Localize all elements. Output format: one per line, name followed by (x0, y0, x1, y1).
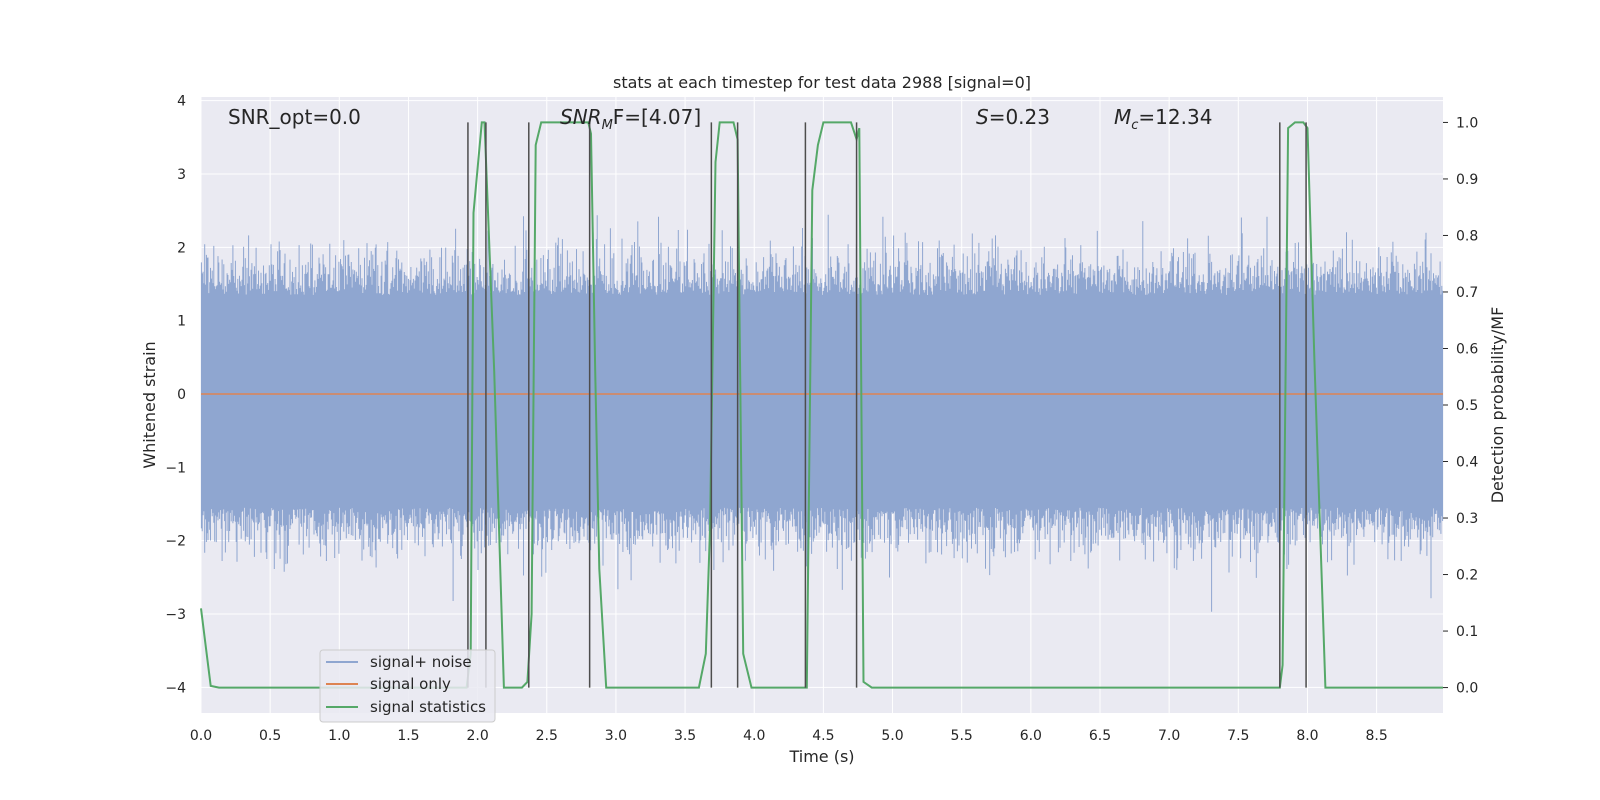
y-right-tick-label: 0.2 (1456, 568, 1478, 584)
snr-mf-tail: F=[4.07] (613, 105, 701, 129)
s-value: =0.23 (989, 105, 1050, 129)
y-left-tick-label: 2 (177, 240, 186, 256)
snr-mf-base: SNR (560, 105, 602, 129)
x-tick-label: 7.0 (1158, 728, 1180, 744)
snr-mf-sub: M (602, 118, 613, 133)
x-axis-label: Time (s) (788, 747, 854, 766)
x-tick-label: 6.0 (1020, 728, 1042, 744)
y-right-tick-label: 0.4 (1456, 455, 1478, 471)
y-right-tick-label: 0.7 (1456, 285, 1478, 301)
x-tick-label: 8.5 (1365, 728, 1387, 744)
y-left-tick-label: −3 (165, 607, 186, 623)
y-right-tick-label: 0.0 (1456, 681, 1478, 697)
vertical-markers (467, 122, 1307, 688)
y-left-tick-label: −1 (165, 460, 186, 476)
y-left-tick-labels: 4 3 2 1 0 −1 −2 −3 −4 (165, 94, 186, 697)
x-tick-label: 4.5 (812, 728, 834, 744)
x-tick-label: 8.0 (1296, 728, 1318, 744)
legend: signal+ noise signal only signal statist… (319, 649, 496, 723)
noise-spikes (200, 214, 1444, 612)
snr-mf-annotation: SNRMF=[4.07] (560, 105, 701, 133)
x-tick-label: 1.5 (397, 728, 419, 744)
mc-base: M (1114, 105, 1131, 129)
y-left-tick-label: 3 (177, 167, 186, 183)
s-symbol: S (976, 105, 989, 129)
y-right-tick-label: 0.1 (1456, 624, 1478, 640)
y-right-tick-label: 0.8 (1456, 228, 1478, 244)
y-left-tick-label: 1 (177, 314, 186, 330)
mc-value: =12.34 (1138, 105, 1212, 129)
legend-box (319, 649, 496, 723)
y-left-tick-label: −4 (165, 680, 186, 696)
x-tick-label: 0.5 (259, 728, 281, 744)
x-tick-label: 3.0 (605, 728, 627, 744)
y-right-tick-label: 0.3 (1456, 511, 1478, 527)
x-tick-label: 4.0 (743, 728, 765, 744)
y-left-tick-label: −2 (165, 534, 186, 550)
y-left-tick-label: 0 (177, 387, 186, 403)
mc-sub: c (1131, 118, 1138, 133)
y-right-tick-labels: 1.0 0.9 0.8 0.7 0.6 0.5 0.4 0.3 0.2 0.1 0.0 (1443, 115, 1478, 697)
series-lines (200, 121, 1443, 689)
x-tick-label: 0.0 (190, 728, 212, 744)
x-tick-label: 5.0 (881, 728, 903, 744)
y-right-tick-label: 0.9 (1456, 172, 1478, 188)
legend-label-signal-noise: signal+ noise (370, 653, 472, 671)
legend-label-signal-statistics: signal statistics (370, 698, 486, 716)
mc-annotation: Mc=12.34 (1114, 105, 1212, 133)
noise-band (200, 214, 1444, 612)
s-annotation: S=0.23 (976, 105, 1050, 129)
x-tick-label: 5.5 (951, 728, 973, 744)
x-tick-label: 7.5 (1227, 728, 1249, 744)
chart-title: stats at each timestep for test data 298… (613, 73, 1031, 92)
y-right-tick-label: 0.5 (1456, 398, 1478, 414)
x-tick-label: 1.0 (328, 728, 350, 744)
y-left-tick-label: 4 (177, 94, 186, 110)
snr-opt-annotation: SNR_opt=0.0 (228, 105, 361, 129)
y-axis-label-right: Detection probability/MF (1488, 307, 1507, 504)
y-axis-label-left: Whitened strain (140, 341, 159, 468)
y-right-tick-label: 0.6 (1456, 341, 1478, 357)
x-tick-label: 2.0 (466, 728, 488, 744)
legend-label-signal-only: signal only (370, 675, 451, 693)
x-tick-label: 2.5 (536, 728, 558, 744)
signal-statistics-line (200, 121, 1443, 689)
x-tick-label: 6.5 (1089, 728, 1111, 744)
x-tick-label: 3.5 (674, 728, 696, 744)
x-tick-labels: 0.0 0.5 1.0 1.5 2.0 2.5 3.0 3.5 4.0 4.5 5.0 5.5 6.0 6… (190, 728, 1388, 744)
y-right-tick-label: 1.0 (1456, 115, 1478, 131)
